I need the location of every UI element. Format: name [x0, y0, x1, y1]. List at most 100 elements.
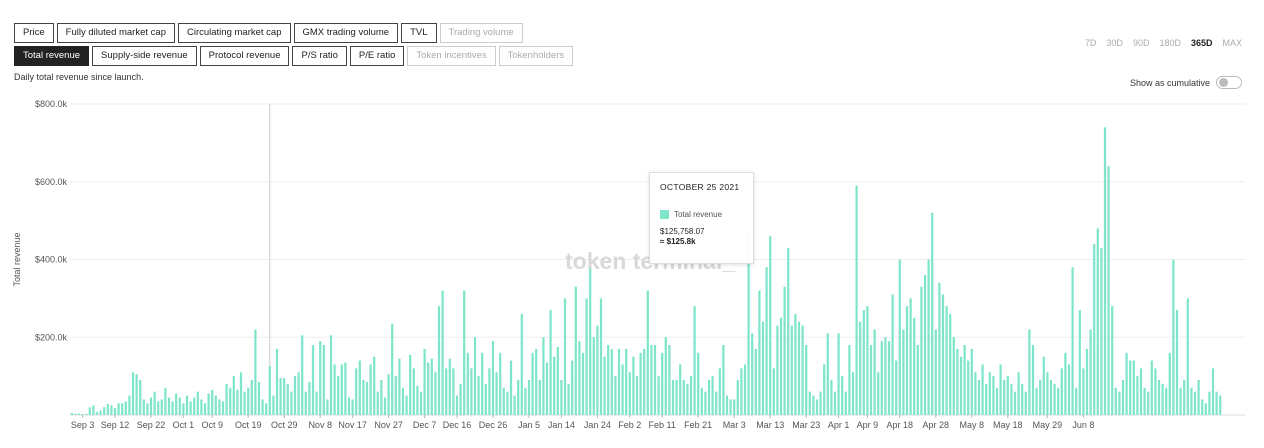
bar: [164, 387, 167, 415]
metric-button-tokenholders[interactable]: Tokenholders: [498, 46, 574, 66]
bar: [927, 259, 930, 415]
bar: [679, 364, 682, 415]
tooltip-series-swatch: [660, 210, 669, 219]
bar: [715, 391, 718, 415]
bar: [347, 397, 351, 415]
x-tick-label: Feb 2: [618, 420, 641, 430]
bar: [1211, 368, 1215, 415]
bar: [185, 395, 189, 415]
bar: [326, 399, 329, 415]
bar: [1157, 380, 1161, 415]
bar: [81, 414, 84, 415]
bar: [967, 360, 970, 415]
bar: [1057, 387, 1060, 415]
bar: [473, 337, 477, 415]
bar: [1075, 387, 1078, 415]
bar: [675, 380, 678, 415]
bar: [203, 403, 207, 415]
bar: [1024, 391, 1027, 415]
bar: [635, 376, 639, 415]
bar: [329, 335, 333, 415]
bar: [603, 356, 606, 415]
bar: [855, 185, 858, 415]
bar: [956, 348, 959, 415]
bar: [563, 298, 567, 415]
bar: [261, 399, 264, 415]
x-tick-label: May 8: [960, 420, 985, 430]
bar: [495, 372, 498, 415]
bar: [1021, 383, 1024, 415]
bar: [1175, 310, 1179, 415]
bar: [689, 376, 693, 415]
bar: [1028, 329, 1031, 415]
x-tick-label: Mar 3: [723, 420, 746, 430]
bar: [247, 387, 250, 415]
x-tick-label: Jan 5: [518, 420, 540, 430]
bar: [99, 410, 102, 415]
metric-button-tvl[interactable]: TVL: [401, 23, 437, 43]
bar: [484, 383, 487, 415]
bar: [769, 236, 772, 415]
bar: [920, 286, 923, 415]
bar: [844, 391, 847, 415]
metric-button-fully-diluted-market-cap[interactable]: Fully diluted market cap: [56, 23, 175, 43]
bar: [945, 306, 948, 415]
bar: [1067, 364, 1071, 415]
bar: [693, 306, 696, 415]
range-365d[interactable]: 365D: [1190, 38, 1213, 48]
bar: [427, 362, 430, 415]
metric-button-p-e-ratio[interactable]: P/E ratio: [349, 46, 405, 66]
metric-button-circulating-market-cap[interactable]: Circulating market cap: [177, 23, 291, 43]
bar: [1082, 368, 1085, 415]
metric-button-total-revenue[interactable]: Total revenue: [14, 46, 90, 66]
bar: [938, 282, 941, 415]
bar: [1093, 243, 1096, 415]
metric-button-price[interactable]: Price: [14, 23, 54, 43]
bar: [1114, 387, 1117, 415]
bar: [614, 376, 617, 415]
bar: [387, 374, 390, 415]
bar: [103, 407, 106, 415]
bar: [596, 325, 599, 415]
bar: [362, 380, 365, 415]
cumulative-toggle[interactable]: [1216, 76, 1242, 89]
tooltip-date: OCTOBER 25 2021: [660, 182, 740, 192]
y-tick-label: $400.0k: [35, 255, 68, 265]
bar: [999, 364, 1002, 415]
bar: [441, 290, 444, 415]
range-7d[interactable]: 7D: [1084, 38, 1097, 48]
metric-button-protocol-revenue[interactable]: Protocol revenue: [199, 46, 290, 66]
bar: [128, 395, 131, 415]
bar: [250, 380, 253, 415]
range-180d[interactable]: 180D: [1159, 38, 1181, 48]
metric-button-gmx-trading-volume[interactable]: GMX trading volume: [293, 23, 399, 43]
bar: [1003, 380, 1006, 415]
metric-row-2: Total revenue Supply-side revenue Protocol…: [14, 46, 574, 66]
bar: [898, 259, 901, 415]
metric-button-trading-volume[interactable]: Trading volume: [439, 23, 523, 43]
bar: [268, 366, 271, 415]
bar: [869, 345, 873, 415]
metric-button-p-s-ratio[interactable]: P/S ratio: [292, 46, 347, 66]
x-tick-label: Nov 27: [374, 420, 403, 430]
bar: [700, 387, 703, 415]
range-max[interactable]: MAX: [1222, 38, 1242, 48]
bar: [765, 267, 768, 415]
bar: [653, 345, 657, 415]
metric-button-token-incentives[interactable]: Token incentives: [407, 46, 496, 66]
bar: [189, 401, 192, 415]
bar: [358, 360, 361, 415]
bar: [707, 380, 711, 415]
bar: [1154, 368, 1157, 415]
x-tick-label: Nov 17: [338, 420, 367, 430]
metric-button-supply-side-revenue[interactable]: Supply-side revenue: [92, 46, 197, 66]
bar: [297, 372, 300, 415]
bar: [221, 401, 225, 415]
bar: [758, 290, 761, 415]
range-30d[interactable]: 30D: [1106, 38, 1123, 48]
range-90d[interactable]: 90D: [1132, 38, 1150, 48]
bar: [517, 380, 520, 415]
bar: [1179, 387, 1182, 415]
bar: [657, 376, 660, 415]
bar: [851, 372, 855, 415]
